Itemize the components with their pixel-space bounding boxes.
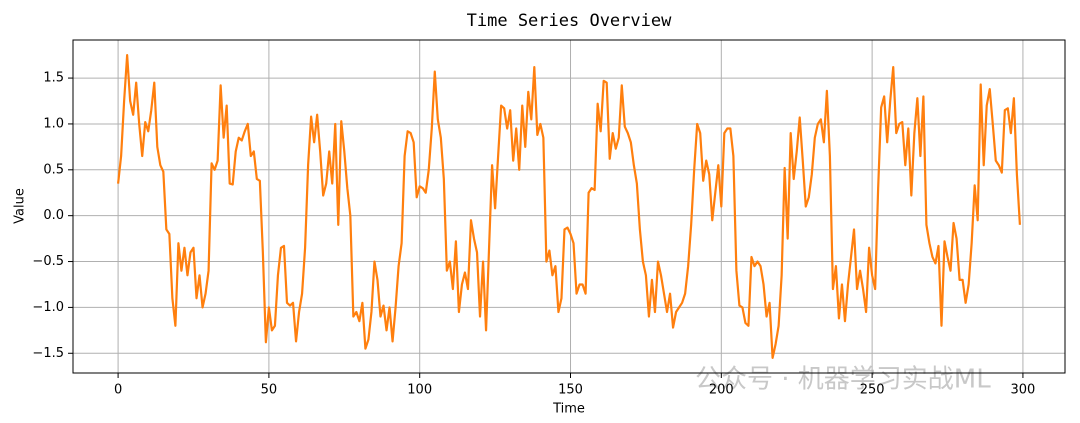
x-tick-label: 250 xyxy=(860,383,885,398)
chart-title: Time Series Overview xyxy=(467,11,672,31)
x-tick-label: 300 xyxy=(1011,383,1036,398)
x-tick-label: 0 xyxy=(114,383,122,398)
data-line xyxy=(116,54,1022,359)
y-tick-label: 1.0 xyxy=(43,116,64,131)
y-axis-label: Value xyxy=(13,188,28,224)
y-tick-label: 1.5 xyxy=(43,71,64,86)
watermark: 公众号 · 机器学习实战ML xyxy=(695,365,991,395)
y-tick-label: 0.0 xyxy=(43,208,64,223)
plot-frame xyxy=(72,39,1066,374)
y-tick-label: −0.5 xyxy=(32,254,64,269)
x-tick-label: 50 xyxy=(261,383,278,398)
x-tick-label: 150 xyxy=(558,383,583,398)
x-tick-label: 200 xyxy=(709,383,734,398)
y-tick-label: −1.0 xyxy=(32,300,64,315)
y-tick-label: −1.5 xyxy=(32,346,64,361)
y-tick-label: 0.5 xyxy=(43,162,64,177)
x-axis-label: Time xyxy=(552,402,585,417)
x-tick-label: 100 xyxy=(407,383,432,398)
